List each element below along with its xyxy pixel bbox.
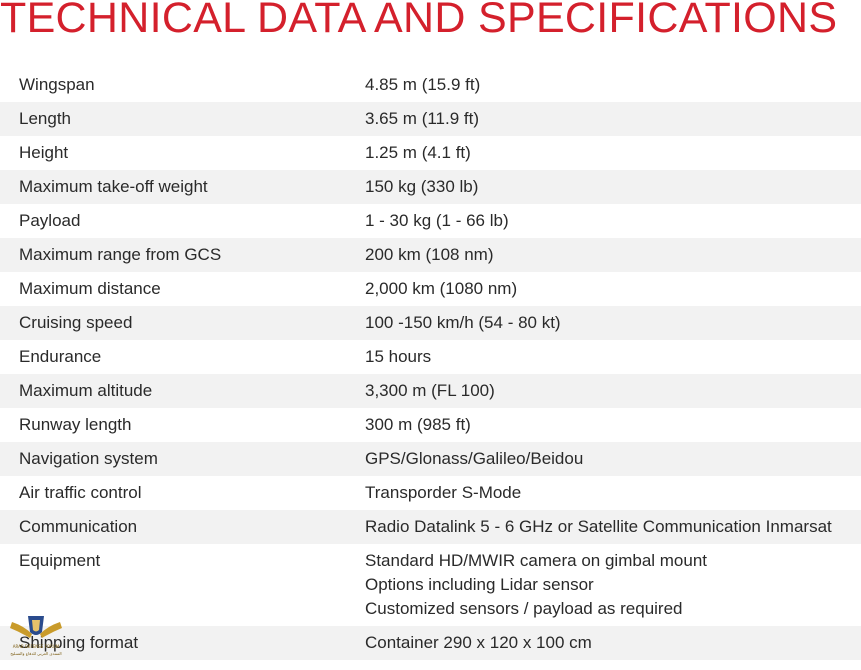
spec-row: Communication Radio Datalink 5 - 6 GHz or… (0, 510, 861, 544)
spec-value-line: GPS/Glonass/Galileo/Beidou (365, 449, 584, 468)
spec-label: Communication (19, 517, 138, 536)
spec-value: 200 km (108 nm) (365, 243, 861, 267)
spec-row: Air traffic control Transporder S-Mode (0, 476, 861, 510)
spec-value-line: Customized sensors / payload as required (365, 599, 683, 618)
spec-label: Height (19, 143, 69, 162)
spec-value-line: 2,000 km (1080 nm) (365, 279, 518, 298)
spec-table: Wingspan 4.85 m (15.9 ft) Length 3.65 m (11… (0, 68, 861, 660)
spec-row: Payload 1 - 30 kg (1 - 66 lb) (0, 204, 861, 238)
spec-value: 1.25 m (4.1 ft) (365, 141, 861, 165)
spec-label: Wingspan (19, 75, 95, 94)
spec-row: Wingspan 4.85 m (15.9 ft) (0, 68, 861, 102)
spec-row: Cruising speed 100 -150 km/h (54 - 80 kt) (0, 306, 861, 340)
spec-row: Height 1.25 m (4.1 ft) (0, 136, 861, 170)
spec-value-line: 100 -150 km/h (54 - 80 kt) (365, 313, 561, 332)
spec-row: Equipment Standard HD/MWIR camera on gimb… (0, 544, 861, 626)
spec-row: Endurance 15 hours (0, 340, 861, 374)
spec-row: Maximum range from GCS 200 km (108 nm) (0, 238, 861, 272)
spec-value-line: 300 m (985 ft) (365, 415, 471, 434)
spec-value-line: Transporder S-Mode (365, 483, 522, 502)
spec-value-line: Options including Lidar sensor (365, 575, 594, 594)
spec-value: 100 -150 km/h (54 - 80 kt) (365, 311, 861, 335)
spec-row: Maximum take-off weight 150 kg (330 lb) (0, 170, 861, 204)
spec-value-line: Standard HD/MWIR camera on gimbal mount (365, 551, 708, 570)
spec-row: Maximum altitude 3,300 m (FL 100) (0, 374, 861, 408)
page-title: TECHNICAL DATA AND SPECIFICATIONS (0, 0, 838, 42)
spec-value-line: 200 km (108 nm) (365, 245, 494, 264)
spec-value: GPS/Glonass/Galileo/Beidou (365, 447, 861, 471)
watermark-line2: المنتدى العربي للدفاع والتسليح (10, 651, 61, 656)
spec-value: 3.65 m (11.9 ft) (365, 107, 861, 131)
spec-value-line: Container 290 x 120 x 100 cm (365, 633, 592, 652)
spec-value-line: 1 - 30 kg (1 - 66 lb) (365, 211, 509, 230)
spec-row: Navigation system GPS/Glonass/Galileo/Bei… (0, 442, 861, 476)
spec-value: Transporder S-Mode (365, 481, 861, 505)
spec-value-line: 150 kg (330 lb) (365, 177, 479, 196)
spec-row: Length 3.65 m (11.9 ft) (0, 102, 861, 136)
spec-value: Radio Datalink 5 - 6 GHz or Satellite Co… (365, 515, 861, 539)
spec-label: Equipment (19, 551, 101, 570)
spec-value-line: 1.25 m (4.1 ft) (365, 143, 471, 162)
spec-label: Maximum distance (19, 279, 161, 298)
spec-label: Endurance (19, 347, 102, 366)
spec-label: Payload (19, 211, 81, 230)
forum-watermark-logo: ARAB DEFENSE FORUM المنتدى العربي للدفاع… (4, 610, 68, 665)
spec-label: Cruising speed (19, 313, 133, 332)
spec-value: 2,000 km (1080 nm) (365, 277, 861, 301)
spec-label: Shipping format (19, 633, 139, 652)
spec-label: Maximum altitude (19, 381, 153, 400)
spec-row: Maximum distance 2,000 km (1080 nm) (0, 272, 861, 306)
spec-label: Runway length (19, 415, 132, 434)
spec-value: 4.85 m (15.9 ft) (365, 73, 861, 97)
spec-value: 150 kg (330 lb) (365, 175, 861, 199)
spec-label: Maximum take-off weight (19, 177, 208, 196)
spec-label: Maximum range from GCS (19, 245, 222, 264)
spec-value: Standard HD/MWIR camera on gimbal mount O… (365, 549, 861, 621)
spec-value-line: 3.65 m (11.9 ft) (365, 109, 480, 128)
spec-value-line: Radio Datalink 5 - 6 GHz or Satellite Co… (365, 517, 832, 536)
spec-row: Shipping format Container 290 x 120 x 100… (0, 626, 861, 660)
spec-value: 300 m (985 ft) (365, 413, 861, 437)
spec-value-line: 15 hours (365, 347, 432, 366)
spec-label: Length (19, 109, 71, 128)
spec-value-line: 3,300 m (FL 100) (365, 381, 495, 400)
spec-value: 3,300 m (FL 100) (365, 379, 861, 403)
spec-value: 1 - 30 kg (1 - 66 lb) (365, 209, 861, 233)
spec-label: Air traffic control (19, 483, 142, 502)
spec-value-line: 4.85 m (15.9 ft) (365, 75, 481, 94)
watermark-line1: ARAB DEFENSE FORUM (13, 644, 60, 649)
spec-value: 15 hours (365, 345, 861, 369)
spec-row: Runway length 300 m (985 ft) (0, 408, 861, 442)
spec-label: Navigation system (19, 449, 158, 468)
spec-value: Container 290 x 120 x 100 cm (365, 631, 861, 655)
